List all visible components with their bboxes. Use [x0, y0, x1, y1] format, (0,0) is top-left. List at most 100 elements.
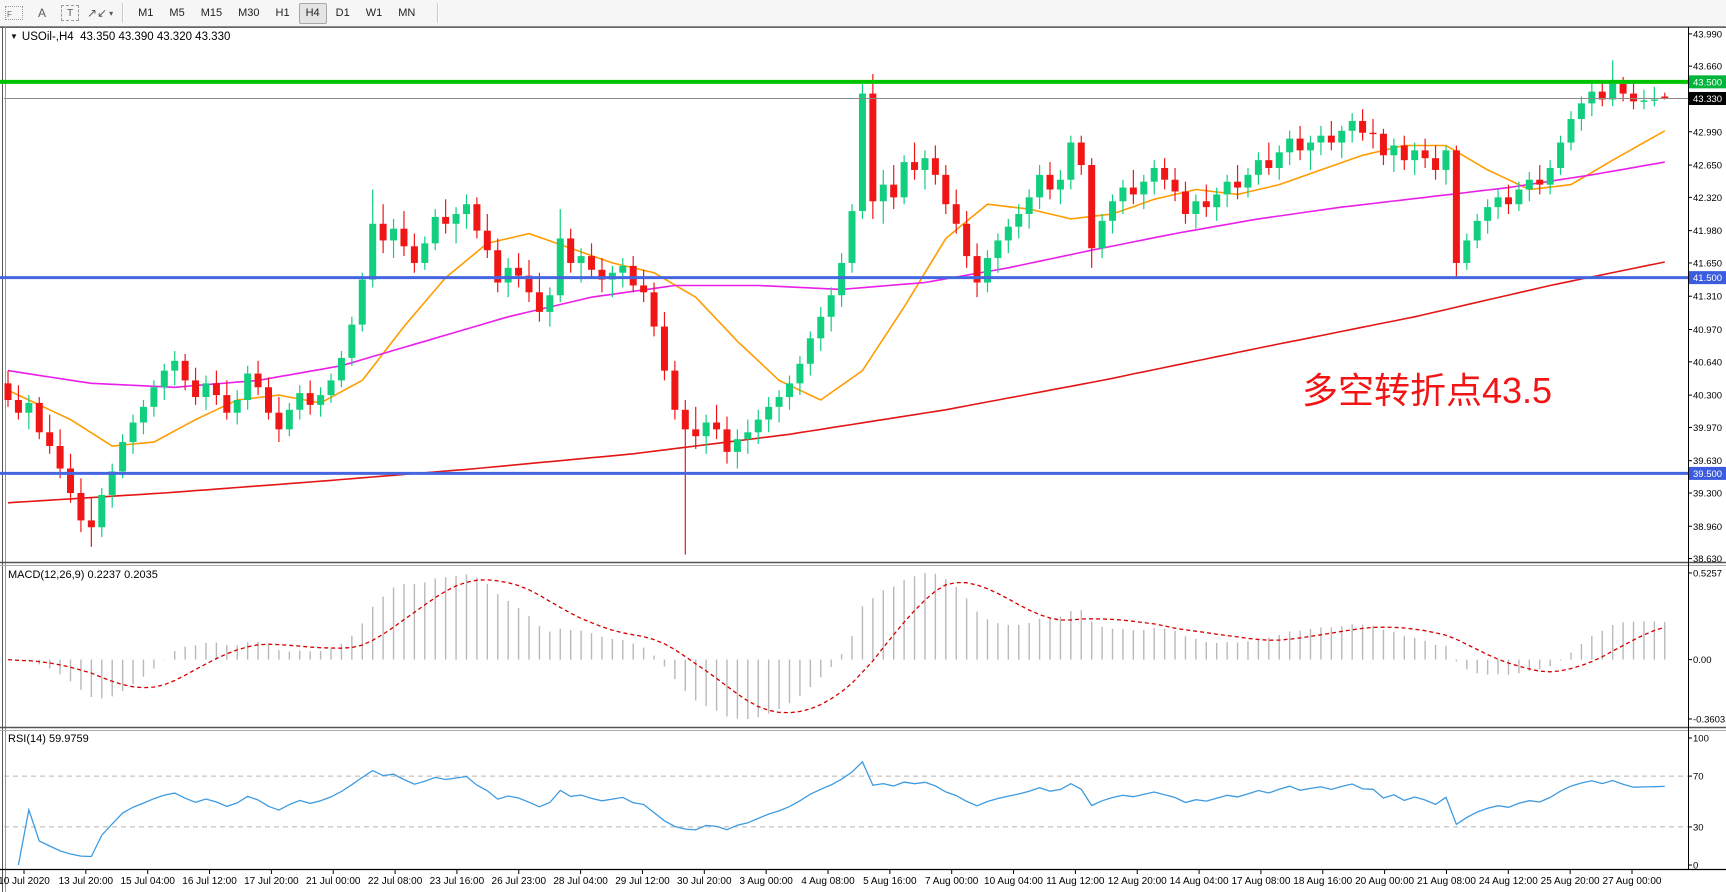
ma-slow-line — [7, 261, 1665, 504]
text-box-icon[interactable]: T — [59, 3, 81, 23]
ma-mid-line — [7, 161, 1665, 389]
svg-text:43.660: 43.660 — [1693, 62, 1722, 73]
svg-text:42.320: 42.320 — [1693, 193, 1722, 204]
price-badge-43.500 — [1689, 75, 1726, 89]
candles — [4, 60, 1669, 555]
price-badge-39.500 — [1689, 466, 1726, 480]
timeframe-button-m30[interactable]: M30 — [238, 7, 260, 19]
caret-down-icon[interactable]: ▼ — [10, 32, 18, 41]
horizontal-lines[interactable] — [0, 79, 1688, 475]
svg-text:16 Jul 12:00: 16 Jul 12:00 — [182, 876, 237, 887]
moving-averages — [7, 130, 1666, 504]
timeframe-button-h1[interactable]: H1 — [275, 7, 290, 19]
macd-indicator-label: MACD(12,26,9) 0.2237 0.2035 — [8, 569, 158, 581]
timeframe-button-w1[interactable]: W1 — [365, 7, 383, 19]
svg-text:21 Aug 08:00: 21 Aug 08:00 — [1417, 876, 1476, 887]
svg-text:28 Jul 04:00: 28 Jul 04:00 — [553, 876, 608, 887]
svg-text:41.650: 41.650 — [1693, 258, 1722, 269]
svg-text:0: 0 — [1693, 861, 1698, 872]
svg-text:43.990: 43.990 — [1693, 29, 1722, 40]
svg-text:14 Aug 04:00: 14 Aug 04:00 — [1170, 876, 1229, 887]
svg-text:40.970: 40.970 — [1693, 325, 1722, 336]
toolbar: F A T ↗↙ ▾ M1 M5 M15 M30 H1 H4 D1 W1 MN — [0, 0, 1726, 27]
svg-text:100: 100 — [1693, 734, 1709, 745]
svg-text:41.310: 41.310 — [1693, 292, 1722, 303]
svg-text:42.650: 42.650 — [1693, 161, 1722, 172]
svg-text:4 Aug 08:00: 4 Aug 08:00 — [801, 876, 855, 887]
svg-text:5 Aug 16:00: 5 Aug 16:00 — [863, 876, 917, 887]
price-badge-43.330 — [1689, 91, 1726, 105]
panel-borders — [0, 27, 1726, 892]
text-label-icon[interactable]: A — [37, 6, 46, 20]
rsi-indicator-label: RSI(14) 59.9759 — [8, 733, 89, 745]
svg-text:41.500: 41.500 — [1693, 273, 1722, 284]
svg-text:26 Jul 23:00: 26 Jul 23:00 — [492, 876, 547, 887]
svg-text:29 Jul 12:00: 29 Jul 12:00 — [615, 876, 670, 887]
svg-text:18 Aug 16:00: 18 Aug 16:00 — [1293, 876, 1352, 887]
toolbar-separator — [122, 3, 125, 23]
svg-text:27 Aug 00:00: 27 Aug 00:00 — [1603, 876, 1662, 887]
svg-text:39.500: 39.500 — [1693, 469, 1722, 480]
rsi-panel: 100 70 30 0 — [4, 734, 1709, 872]
macd-name: MACD(12,26,9) — [8, 569, 85, 581]
svg-text:38.630: 38.630 — [1693, 554, 1722, 565]
timeframe-button-h4[interactable]: H4 — [298, 2, 327, 24]
symbol-name: USOil-,H4 — [21, 31, 74, 43]
ma-fast-line — [7, 130, 1666, 447]
svg-text:30: 30 — [1693, 822, 1704, 833]
rsi-value: 59.9759 — [48, 733, 89, 745]
svg-text:17 Jul 20:00: 17 Jul 20:00 — [244, 876, 299, 887]
svg-text:3 Aug 00:00: 3 Aug 00:00 — [739, 876, 793, 887]
svg-text:41.980: 41.980 — [1693, 226, 1722, 237]
svg-text:24 Aug 12:00: 24 Aug 12:00 — [1479, 876, 1538, 887]
timeframe-button-d1[interactable]: D1 — [335, 7, 350, 19]
svg-text:39.630: 39.630 — [1693, 456, 1722, 467]
rsi-name: RSI(14) — [8, 733, 46, 745]
svg-text:13 Jul 20:00: 13 Jul 20:00 — [59, 876, 114, 887]
svg-text:15 Jul 04:00: 15 Jul 04:00 — [120, 876, 175, 887]
macd-values: 0.2237 0.2035 — [87, 569, 158, 581]
timeframe-button-mn[interactable]: MN — [398, 7, 416, 19]
macd-signal-line — [7, 579, 1665, 714]
svg-text:10 Jul 2020: 10 Jul 2020 — [0, 876, 50, 887]
frame-f-icon[interactable]: F — [3, 3, 25, 23]
svg-text:38.960: 38.960 — [1693, 522, 1722, 533]
svg-text:21 Jul 00:00: 21 Jul 00:00 — [306, 876, 361, 887]
timeframe-button-m1[interactable]: M1 — [138, 7, 154, 19]
svg-text:0.5257: 0.5257 — [1693, 569, 1722, 580]
svg-text:-0.3603: -0.3603 — [1693, 715, 1725, 726]
svg-text:17 Aug 08:00: 17 Aug 08:00 — [1231, 876, 1290, 887]
timeframe-buttons: M1 M5 M15 M30 H1 H4 D1 W1 MN — [130, 2, 423, 24]
svg-text:10 Aug 04:00: 10 Aug 04:00 — [984, 876, 1043, 887]
diagonal-arrows-icon[interactable]: ↗↙ ▾ — [87, 3, 113, 23]
ohlc-values: 43.350 43.390 43.320 43.330 — [80, 31, 231, 43]
price-axis[interactable]: 43.990 43.660 42.990 42.650 42.320 41.980 41.6… — [1688, 29, 1726, 565]
svg-text:11 Aug 12:00: 11 Aug 12:00 — [1046, 876, 1105, 887]
arrows-glyph: ↗↙ — [87, 6, 108, 20]
svg-text:42.990: 42.990 — [1693, 127, 1722, 138]
timeframe-button-m5[interactable]: M5 — [169, 7, 185, 19]
svg-text:39.300: 39.300 — [1693, 488, 1722, 499]
symbol-ohlc-line: ▼ USOil-,H4 43.350 43.390 43.320 43.330 — [10, 31, 230, 43]
svg-text:30 Jul 20:00: 30 Jul 20:00 — [677, 876, 732, 887]
svg-text:39.970: 39.970 — [1693, 423, 1722, 434]
svg-text:20 Aug 00:00: 20 Aug 00:00 — [1355, 876, 1414, 887]
svg-text:43.500: 43.500 — [1693, 77, 1722, 88]
svg-text:25 Aug 20:00: 25 Aug 20:00 — [1541, 876, 1600, 887]
svg-text:70: 70 — [1693, 772, 1704, 783]
svg-text:40.300: 40.300 — [1693, 391, 1722, 402]
dropdown-caret-icon[interactable]: ▾ — [109, 8, 114, 18]
svg-text:23 Jul 16:00: 23 Jul 16:00 — [430, 876, 485, 887]
svg-text:22 Jul 08:00: 22 Jul 08:00 — [368, 876, 423, 887]
svg-text:0.00: 0.00 — [1693, 655, 1712, 666]
time-axis[interactable]: 10 Jul 2020 13 Jul 20:00 15 Jul 04:00 16 Ju… — [0, 869, 1662, 888]
svg-text:12 Aug 20:00: 12 Aug 20:00 — [1108, 876, 1167, 887]
svg-text:43.330: 43.330 — [1693, 94, 1722, 105]
rsi-line — [17, 760, 1665, 866]
timeframe-button-m15[interactable]: M15 — [200, 7, 223, 19]
svg-text:7 Aug 00:00: 7 Aug 00:00 — [925, 876, 979, 887]
macd-panel: 0.5257 0.00 -0.3603 — [7, 569, 1725, 726]
chart-annotation-text: 多空转折点43.5 — [1302, 370, 1553, 411]
